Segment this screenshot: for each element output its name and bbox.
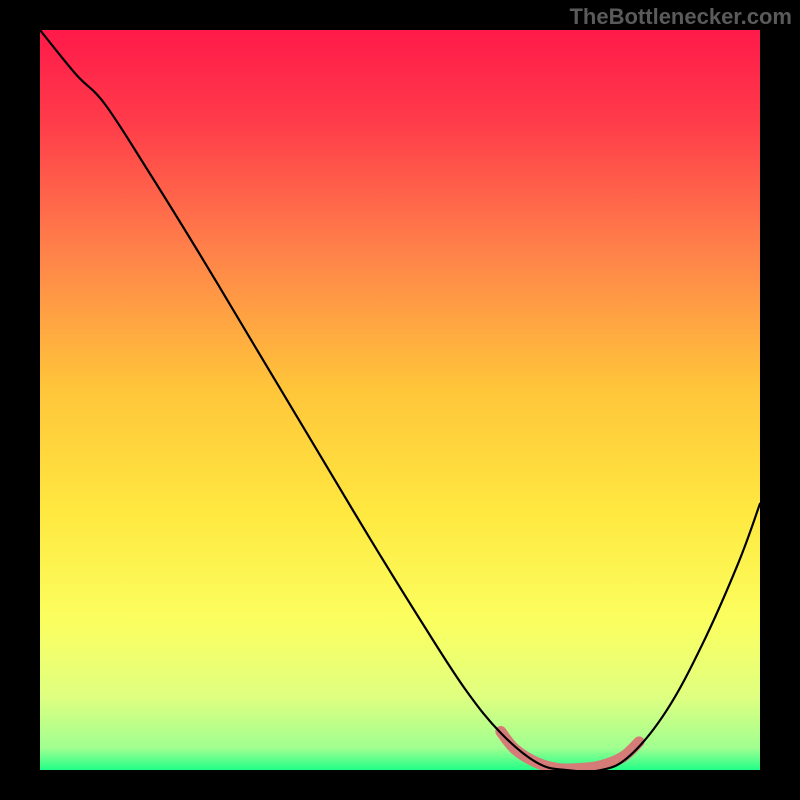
chart-background <box>40 30 760 770</box>
chart-svg <box>40 30 760 770</box>
chart-plot-area <box>40 30 760 770</box>
watermark-text: TheBottlenecker.com <box>569 4 792 30</box>
